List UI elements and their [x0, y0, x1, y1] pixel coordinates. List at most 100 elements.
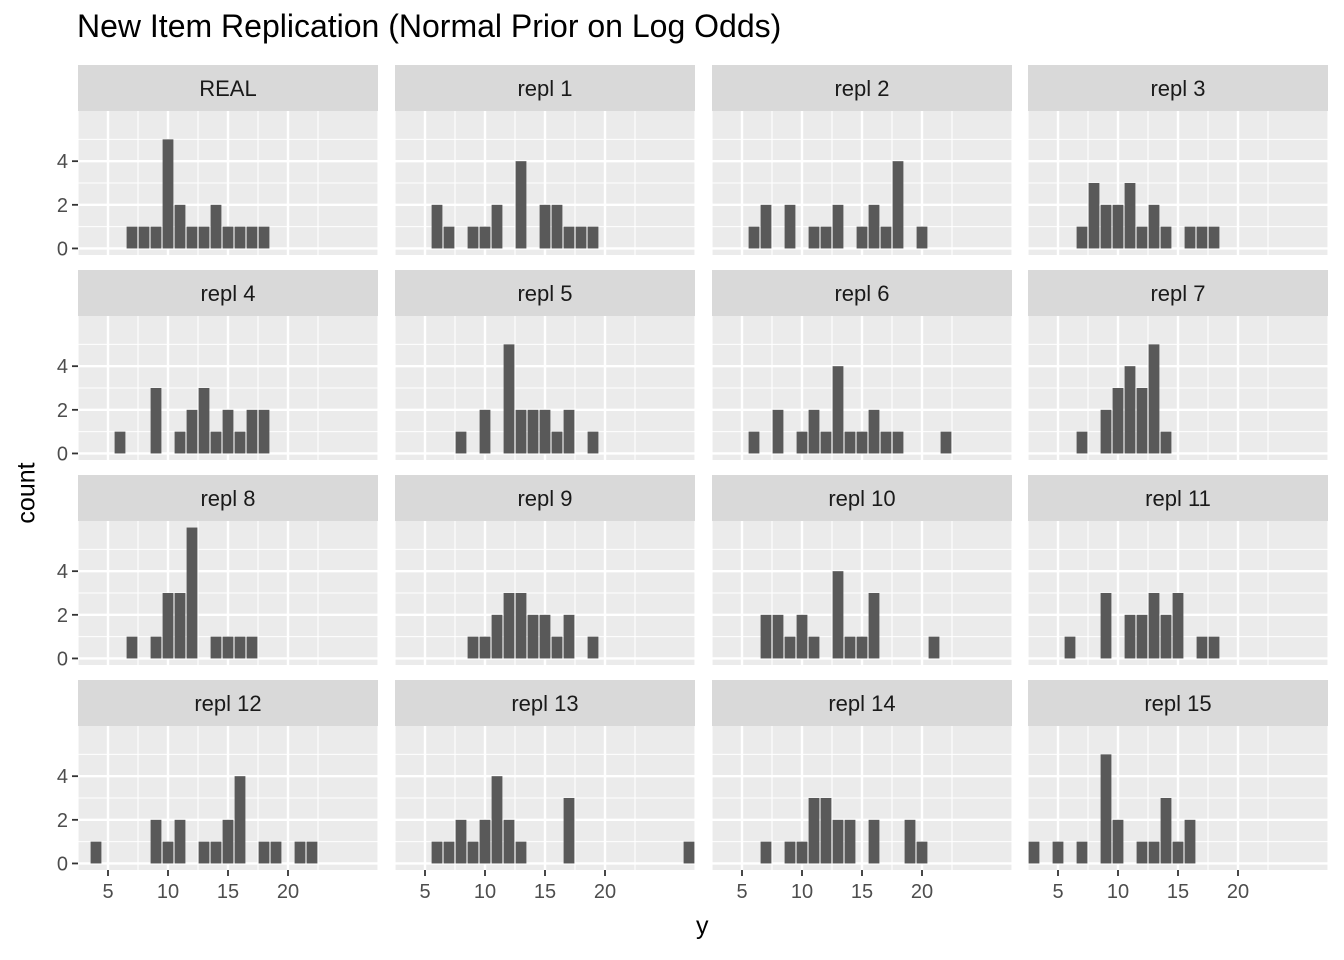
histogram-bar: [868, 819, 880, 864]
x-tick-label: 5: [1052, 881, 1063, 903]
facet-strip-label: repl 12: [194, 691, 261, 716]
histogram-bar: [868, 204, 880, 249]
histogram-bar: [126, 226, 138, 249]
histogram-bar: [784, 204, 796, 249]
histogram-bar: [186, 527, 198, 659]
histogram-bar: [1184, 226, 1196, 249]
facet-strip-label: REAL: [199, 76, 256, 101]
histogram-bar: [551, 431, 563, 454]
histogram-bar: [880, 431, 892, 454]
y-tick-label: 2: [57, 400, 68, 422]
histogram-bar: [1136, 388, 1148, 454]
histogram-bar: [186, 226, 198, 249]
y-tick-label: 4: [57, 561, 68, 583]
histogram-bar: [1172, 841, 1184, 864]
histogram-bar: [162, 593, 174, 659]
histogram-bar: [832, 366, 844, 454]
facet-strip-label: repl 5: [517, 281, 572, 306]
histogram-bar: [246, 226, 258, 249]
x-tick-label: 10: [1107, 881, 1129, 903]
histogram-bar: [150, 819, 162, 864]
x-axis-label: y: [696, 912, 709, 940]
histogram-bar: [563, 409, 575, 454]
histogram-bar: [479, 226, 491, 249]
facet-strip: [395, 270, 695, 316]
y-tick-label: 2: [57, 810, 68, 832]
histogram-bar: [880, 226, 892, 249]
histogram-bar: [916, 226, 928, 249]
y-tick-label: 2: [57, 605, 68, 627]
facet-strip-label: repl 13: [511, 691, 578, 716]
histogram-bar: [1076, 841, 1088, 864]
histogram-bar: [234, 226, 246, 249]
histogram-bar: [234, 431, 246, 454]
histogram-bar: [503, 819, 515, 864]
histogram-bar: [138, 226, 150, 249]
histogram-bar: [258, 841, 270, 864]
facet-strip-label: repl 15: [1144, 691, 1211, 716]
facet-strip-label: repl 7: [1150, 281, 1205, 306]
x-tick-label: 5: [736, 881, 747, 903]
histogram-bar: [748, 431, 760, 454]
histogram-bar: [246, 636, 258, 659]
histogram-bar: [892, 431, 904, 454]
histogram-bar: [150, 636, 162, 659]
histogram-bar: [515, 409, 527, 454]
x-tick-label: 10: [157, 881, 179, 903]
histogram-bar: [443, 841, 455, 864]
histogram-bar: [1208, 636, 1220, 659]
histogram-bar: [1148, 344, 1160, 454]
histogram-bar: [832, 204, 844, 249]
x-tick-label: 10: [791, 881, 813, 903]
x-tick-label: 15: [851, 881, 873, 903]
x-tick-label: 5: [419, 881, 430, 903]
histogram-bar: [539, 409, 551, 454]
histogram-bar: [491, 614, 503, 659]
histogram-bar: [1028, 841, 1040, 864]
facet-strip: [395, 680, 695, 726]
x-tick-label: 20: [277, 881, 299, 903]
histogram-bar: [443, 226, 455, 249]
histogram-bar: [210, 636, 222, 659]
histogram-bar: [563, 226, 575, 249]
histogram-bar: [162, 139, 174, 249]
histogram-bar: [856, 431, 868, 454]
x-tick-label: 20: [911, 881, 933, 903]
histogram-bar: [1208, 226, 1220, 249]
facet-strip: [712, 680, 1012, 726]
histogram-bar: [575, 226, 587, 249]
y-tick-label: 0: [57, 648, 68, 670]
histogram-bar: [515, 593, 527, 659]
facet-strip-label: repl 14: [828, 691, 895, 716]
histogram-bar: [222, 819, 234, 864]
histogram-bar: [467, 226, 479, 249]
histogram-bar: [539, 614, 551, 659]
histogram-bar: [1184, 819, 1196, 864]
histogram-bar: [294, 841, 306, 864]
facet-strip: [78, 680, 378, 726]
histogram-bar: [1196, 226, 1208, 249]
histogram-bar: [210, 431, 222, 454]
histogram-bar: [784, 636, 796, 659]
histogram-bar: [868, 409, 880, 454]
facet-strip-label: repl 2: [834, 76, 889, 101]
histogram-bar: [1172, 593, 1184, 659]
histogram-bar: [258, 226, 270, 249]
histogram-bar: [479, 409, 491, 454]
histogram-bar: [1136, 226, 1148, 249]
facet-strip: [1028, 270, 1328, 316]
y-tick-label: 0: [57, 238, 68, 260]
histogram-bar: [796, 841, 808, 864]
histogram-bar: [683, 841, 695, 864]
histogram-bar: [1064, 636, 1076, 659]
facet-strip-label: repl 9: [517, 486, 572, 511]
histogram-bar: [90, 841, 102, 864]
histogram-bar: [455, 819, 467, 864]
x-tick-label: 20: [594, 881, 616, 903]
facet-strip: [78, 270, 378, 316]
histogram-bar: [246, 409, 258, 454]
histogram-bar: [844, 819, 856, 864]
x-tick-label: 15: [1167, 881, 1189, 903]
histogram-bar: [198, 841, 210, 864]
